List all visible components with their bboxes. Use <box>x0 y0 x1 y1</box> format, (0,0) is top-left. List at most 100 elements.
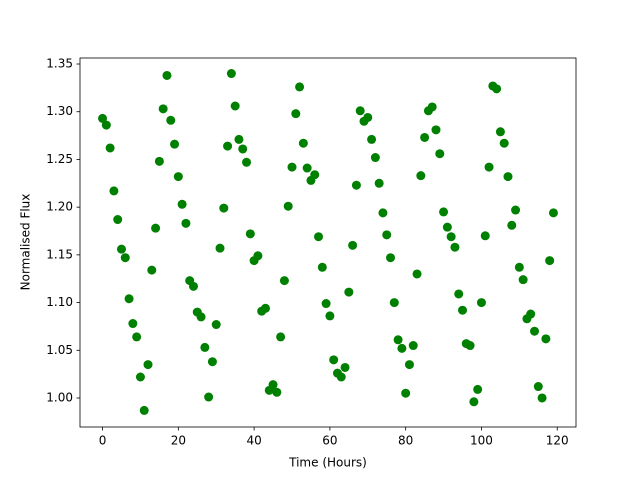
data-point <box>98 113 108 123</box>
data-point <box>276 332 286 342</box>
data-point <box>181 218 191 228</box>
data-point <box>101 120 111 130</box>
data-point <box>408 341 418 351</box>
data-point <box>238 144 248 154</box>
data-point <box>397 343 407 353</box>
data-point <box>431 125 441 135</box>
x-tick-label: 100 <box>470 434 493 448</box>
data-point <box>314 232 324 242</box>
data-point <box>287 162 297 172</box>
axes-frame <box>79 57 577 428</box>
data-point <box>147 265 157 275</box>
data-point <box>480 231 490 241</box>
data-point <box>317 262 327 272</box>
data-point <box>340 362 350 372</box>
data-point <box>170 139 180 149</box>
data-point <box>401 388 411 398</box>
data-point <box>321 299 331 309</box>
data-point <box>382 230 392 240</box>
x-axis-label: Time (Hours) <box>288 456 367 470</box>
x-tick-label: 80 <box>398 434 413 448</box>
data-point <box>537 393 547 403</box>
data-point <box>548 208 558 218</box>
data-point <box>105 143 115 153</box>
data-point <box>302 163 312 173</box>
data-point <box>530 326 540 336</box>
data-point <box>291 109 301 119</box>
data-point <box>173 172 183 182</box>
data-point <box>458 305 468 315</box>
x-tick-label: 40 <box>246 434 261 448</box>
data-point <box>242 157 252 167</box>
x-tick-label: 120 <box>546 434 569 448</box>
data-point <box>223 141 233 151</box>
data-point <box>442 222 452 232</box>
data-point <box>109 186 119 196</box>
data-point <box>279 276 289 286</box>
data-point <box>215 243 225 253</box>
data-point <box>329 355 339 365</box>
data-point <box>386 253 396 263</box>
y-tick-label: 1.20 <box>46 200 73 214</box>
data-point <box>465 341 475 351</box>
data-point <box>370 153 380 163</box>
data-point <box>260 303 270 313</box>
y-tick-label: 1.00 <box>46 390 73 404</box>
data-point <box>367 134 377 144</box>
data-point <box>177 199 187 209</box>
data-point <box>503 172 513 182</box>
data-point <box>450 242 460 252</box>
data-point <box>158 104 168 114</box>
data-point <box>420 132 430 142</box>
data-point <box>272 387 282 397</box>
data-point <box>336 372 346 382</box>
data-point <box>128 319 138 329</box>
data-point <box>446 232 456 242</box>
data-point <box>514 262 524 272</box>
x-tick-label: 60 <box>322 434 337 448</box>
data-point <box>154 156 164 166</box>
data-point <box>492 84 502 94</box>
data-point <box>351 180 361 190</box>
data-point <box>139 405 149 415</box>
data-point <box>135 372 145 382</box>
data-point <box>245 229 255 239</box>
data-point <box>469 397 479 407</box>
data-point <box>166 115 176 125</box>
data-point <box>143 360 153 370</box>
data-point <box>476 298 486 308</box>
data-point <box>355 106 365 116</box>
data-point <box>545 256 555 266</box>
data-point <box>151 223 161 233</box>
data-point <box>116 244 126 254</box>
data-point <box>511 205 521 215</box>
data-point <box>310 170 320 180</box>
data-point <box>207 357 217 367</box>
data-point <box>295 82 305 92</box>
x-tick-label: 20 <box>171 434 186 448</box>
data-point <box>533 382 543 392</box>
data-point <box>454 289 464 299</box>
data-point <box>268 380 278 390</box>
data-point <box>484 162 494 172</box>
data-point <box>113 215 123 225</box>
data-point <box>253 251 263 261</box>
data-point <box>325 311 335 321</box>
data-point <box>378 208 388 218</box>
data-point <box>427 102 437 112</box>
data-point <box>120 253 130 263</box>
data-point <box>393 335 403 345</box>
data-point <box>204 392 214 402</box>
x-tick-label: 0 <box>99 434 107 448</box>
y-tick-label: 1.25 <box>46 152 73 166</box>
data-point <box>200 342 210 352</box>
data-point <box>518 275 528 285</box>
data-point <box>132 332 142 342</box>
data-point <box>439 207 449 217</box>
y-tick-label: 1.30 <box>46 104 73 118</box>
data-point <box>348 240 358 250</box>
data-point <box>363 112 373 122</box>
data-point <box>188 281 198 291</box>
